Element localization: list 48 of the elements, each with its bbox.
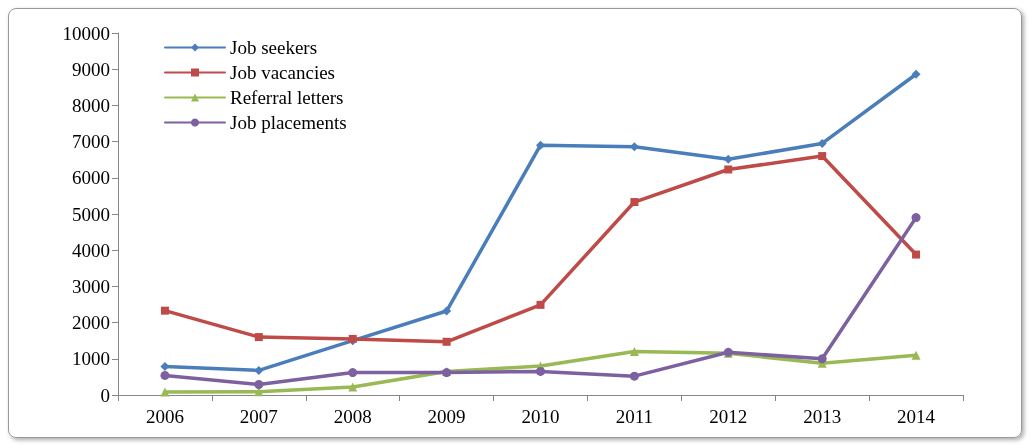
point xyxy=(348,368,358,378)
point xyxy=(630,198,639,207)
point xyxy=(536,140,545,150)
y-tick-label: 3000 xyxy=(72,275,110,297)
y-tick-label: 10000 xyxy=(62,22,110,44)
y-tick-label: 8000 xyxy=(72,94,110,116)
point xyxy=(160,387,170,397)
point xyxy=(442,306,452,316)
legend-label: Referral letters xyxy=(230,87,344,108)
point xyxy=(911,69,921,79)
point xyxy=(723,154,733,164)
point xyxy=(536,300,545,309)
point xyxy=(536,366,545,376)
point xyxy=(254,380,264,389)
legend-label: Job vacancies xyxy=(230,62,335,83)
legend-label: Job seekers xyxy=(230,37,318,58)
point xyxy=(348,382,358,392)
point xyxy=(912,250,921,259)
point xyxy=(442,337,451,346)
y-tick-label: 0 xyxy=(100,384,110,406)
x-tick-label: 2011 xyxy=(615,406,654,427)
x-tick-label: 2009 xyxy=(427,406,466,427)
x-tick-label: 2006 xyxy=(145,406,184,427)
x-tick-label: 2013 xyxy=(803,406,842,427)
point xyxy=(629,347,639,357)
x-tick-label: 2012 xyxy=(709,406,748,427)
point xyxy=(160,370,170,380)
y-tick-label: 7000 xyxy=(72,131,110,153)
point xyxy=(254,333,263,342)
y-tick-label: 5000 xyxy=(72,203,110,225)
point xyxy=(629,371,639,381)
point xyxy=(724,165,733,174)
y-tick-label: 9000 xyxy=(72,58,110,80)
point xyxy=(817,138,827,148)
y-tick-label: 6000 xyxy=(72,167,110,189)
x-tick-label: 2014 xyxy=(897,406,936,427)
legend-label: Job placements xyxy=(230,112,347,133)
point xyxy=(818,152,827,161)
y-tick-label: 4000 xyxy=(72,239,110,261)
point xyxy=(160,306,169,315)
y-tick-label: 1000 xyxy=(72,348,110,370)
y-tick-label: 2000 xyxy=(72,312,110,334)
x-tick-label: 2008 xyxy=(333,406,372,427)
x-tick-label: 2010 xyxy=(521,406,560,427)
x-tick-label: 2007 xyxy=(239,406,278,427)
point xyxy=(911,213,921,223)
point xyxy=(911,350,921,360)
point xyxy=(817,354,827,364)
